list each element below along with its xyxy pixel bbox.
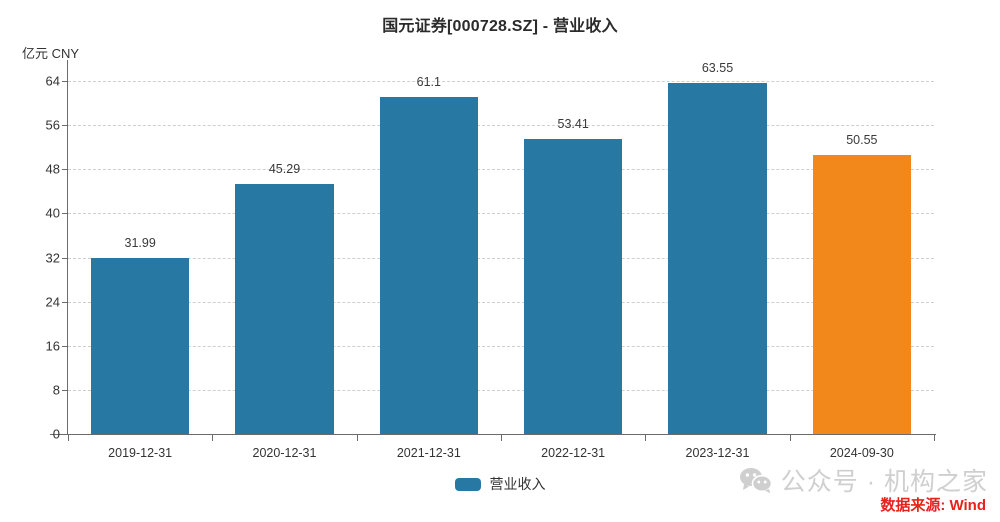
bar[interactable] [668,83,767,434]
y-axis-tick-label: 0 [52,426,60,442]
y-axis-tick-label: 8 [52,382,60,398]
x-axis-tick-label: 2020-12-31 [252,446,317,460]
y-axis-tick-mark [62,389,68,391]
data-source-label: 数据来源: Wind [880,497,986,514]
x-axis-tick-mark [68,434,69,441]
y-axis-tick-label: 64 [45,73,60,89]
y-axis-tick-mark [62,125,68,127]
y-axis-line [67,60,68,435]
x-axis-tick-label: 2019-12-31 [108,446,173,460]
y-axis-tick-mark [62,81,68,82]
chart-title: 国元证券[000728.SZ] - 营业收入 [382,18,618,35]
x-axis-tick-mark [645,434,647,441]
y-axis-tick-label: 32 [45,250,60,265]
bar-value-label: 61.1 [416,74,441,89]
x-axis-tick-label: 2023-12-31 [685,446,750,460]
y-axis-tick-mark [62,257,68,259]
bar[interactable] [812,155,911,434]
gridline [68,257,934,259]
x-axis-tick-label: 2021-12-31 [396,446,461,460]
legend-color-swatch [454,477,481,491]
x-axis-line [50,434,936,435]
x-axis-tick-mark [501,434,502,441]
bar-value-label: 31.99 [124,235,156,250]
bar-value-label: 45.29 [268,162,301,177]
gridline [68,81,934,82]
y-axis-tick-label: 16 [45,338,60,354]
x-axis-tick-label: 2022-12-31 [541,446,606,460]
y-axis-tick-label: 24 [45,294,60,310]
bar-value-label: 63.55 [701,61,734,76]
bar[interactable] [91,257,190,434]
bar[interactable] [235,184,334,434]
y-axis-tick-mark [62,169,68,171]
x-axis-tick-mark [789,434,791,441]
chart-legend[interactable]: 营业收入 [0,474,1000,494]
y-axis-unit-label: 亿元 CNY [22,46,80,61]
gridline [68,125,934,127]
gridline [68,301,934,303]
x-axis-tick-label: 2024-09-30 [829,446,894,460]
y-axis-tick-label: 56 [45,117,60,133]
y-axis-ticks: 0 8 16 24 32 40 48 56 64 [0,0,60,522]
gridline [68,389,934,391]
bar[interactable] [524,139,623,434]
y-axis-tick-mark [62,345,68,347]
y-axis-tick-mark [62,301,68,303]
bar-value-label: 50.55 [846,133,878,148]
gridline [68,213,934,215]
gridline [68,345,934,347]
y-axis-tick-label: 48 [45,161,60,177]
y-axis-tick-mark [62,213,68,215]
x-axis-tick-mark [356,434,358,441]
gridline [68,169,934,171]
legend-label: 营业收入 [489,476,546,492]
x-axis-tick-mark [934,434,935,441]
bar-value-label: 53.41 [557,117,589,132]
plot-area [68,81,934,434]
x-axis-tick-mark [212,434,214,441]
bar[interactable] [379,96,478,434]
y-axis-tick-mark [62,434,68,435]
y-axis-tick-label: 40 [45,205,60,221]
